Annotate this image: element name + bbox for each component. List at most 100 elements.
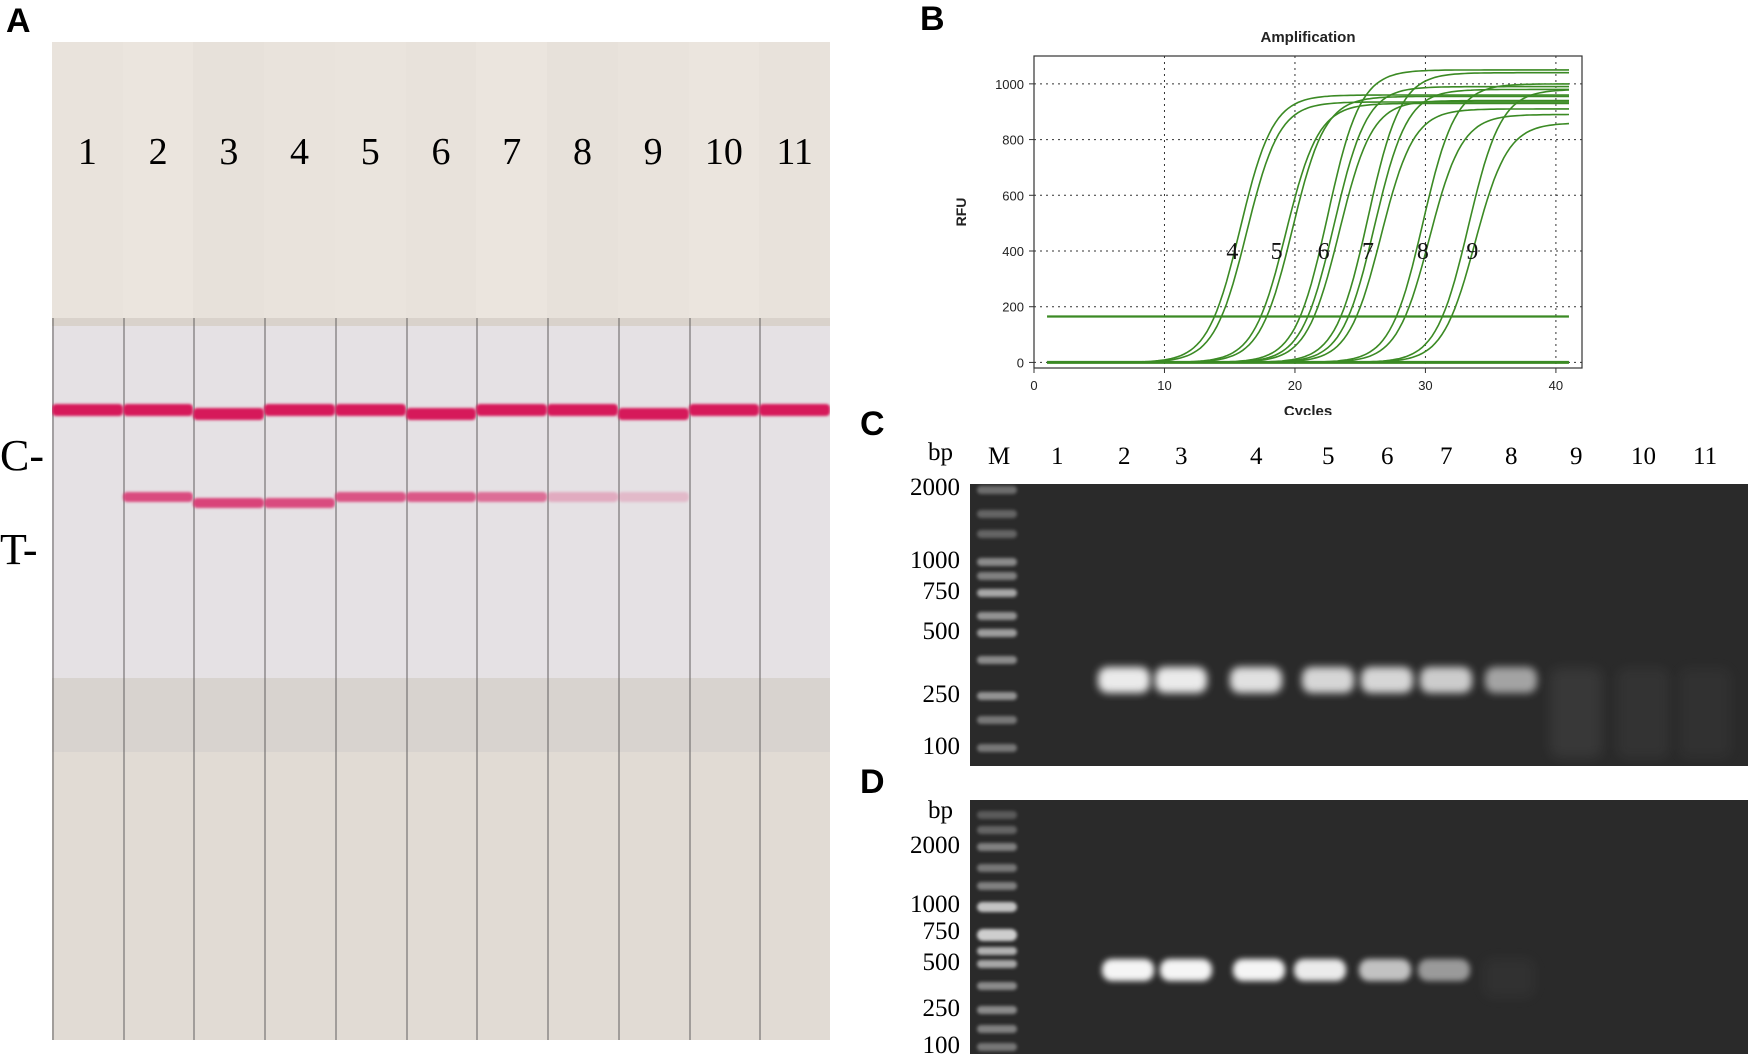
strip-number: 9 [643,131,663,173]
membrane-window [759,326,830,678]
test-strip-10: 10 [688,42,760,1040]
control-line [122,404,194,416]
test-strip-11: 11 [759,42,830,1040]
test-strip-7: 7 [476,42,548,1040]
absorbent-pad [759,752,830,1040]
ladder-band [977,612,1017,620]
ladder-band [977,982,1017,990]
absorbent-pad [688,752,760,1040]
sample-band [1155,667,1207,693]
sample-band [1302,667,1354,693]
ladder-size-label: 1000 [910,891,960,918]
conjugate-pad [617,678,689,752]
curve-label: 5 [1271,239,1283,265]
lane-number: 10 [1631,443,1656,470]
y-axis-label: RFU [953,198,969,227]
y-tick-label: 1000 [995,77,1024,92]
strip-edge [759,318,762,1040]
strip-edge [688,318,691,1040]
ladder-band [977,486,1017,494]
lane-number: 8 [1505,443,1518,470]
ladder-size-label: 2000 [910,474,960,501]
ladder-size-label: 500 [922,949,961,976]
ladder-band [977,589,1017,597]
control-line [334,404,406,416]
curve-label: 8 [1417,239,1429,265]
test-line [405,492,477,502]
curve-label: 4 [1226,239,1238,265]
control-line [52,404,123,416]
ladder-band [977,716,1017,724]
ladder-band [977,864,1017,872]
test-line [617,492,689,502]
test-line [334,492,406,502]
lane-number: 3 [1175,443,1188,470]
absorbent-pad [193,752,265,1040]
control-line-label: C- [0,431,44,480]
control-line [264,404,335,416]
y-tick-label: 0 [1017,355,1024,370]
strip-number: 8 [572,131,592,173]
y-tick-label: 800 [1002,133,1024,148]
strip-edge [405,318,408,1040]
ladder-band [977,1006,1017,1014]
sample-pad [476,42,548,318]
test-strip-5: 5 [334,42,406,1040]
ladder-size-label: 750 [922,918,961,945]
control-line [617,408,689,420]
strip-number: 3 [219,131,239,173]
membrane-window [405,326,477,678]
conjugate-pad [122,678,194,752]
strip-number: 2 [148,131,168,173]
lane-number: 9 [1570,443,1583,470]
ladder-band [977,510,1017,518]
membrane-window [52,326,123,678]
amplification-curve [1047,122,1570,364]
conjugate-pad [476,678,548,752]
ladder-band [977,656,1017,664]
lane-number: 1 [1051,443,1064,470]
sample-pad [122,42,194,318]
conjugate-pad [52,678,123,752]
sample-band [1420,667,1472,693]
control-line [405,408,477,420]
strip-edge [617,318,620,1040]
panel-d-letter: D [860,763,885,801]
absorbent-pad [264,752,335,1040]
sample-band [1361,667,1413,693]
ladder-size-label: 250 [922,681,961,708]
test-strip-2: 2 [122,42,194,1040]
lane-number: 7 [1440,443,1453,470]
x-tick-label: 10 [1157,378,1171,393]
strip-number: 10 [704,131,743,173]
x-tick-label: 40 [1549,378,1563,393]
sample-band [1679,668,1731,758]
strip-number: 7 [502,131,522,173]
sample-pad [193,42,265,318]
sample-pad [688,42,760,318]
x-axis-label: Cycles [1284,403,1332,415]
curve-label: 7 [1362,239,1374,265]
strip-edge [547,318,550,1040]
strip-number: 1 [77,131,97,173]
strip-edge [476,318,479,1040]
membrane-window [476,326,548,678]
panel-a-letter: A [6,2,31,40]
control-line [759,404,830,416]
control-line [688,404,760,416]
ladder-size-label: 100 [922,1032,961,1059]
conjugate-pad [405,678,477,752]
sample-pad [264,42,335,318]
sample-band [1233,959,1285,981]
strip-number: 4 [290,131,310,173]
sample-band [1485,667,1537,693]
ladder-band [977,902,1017,912]
absorbent-pad [547,752,618,1040]
x-tick-label: 0 [1030,378,1037,393]
conjugate-pad [759,678,830,752]
chart-title: Amplification [1260,29,1355,46]
test-strip-9: 9 [617,42,689,1040]
sample-band [1230,667,1282,693]
ladder-band [977,882,1017,890]
ladder-band [977,843,1017,851]
